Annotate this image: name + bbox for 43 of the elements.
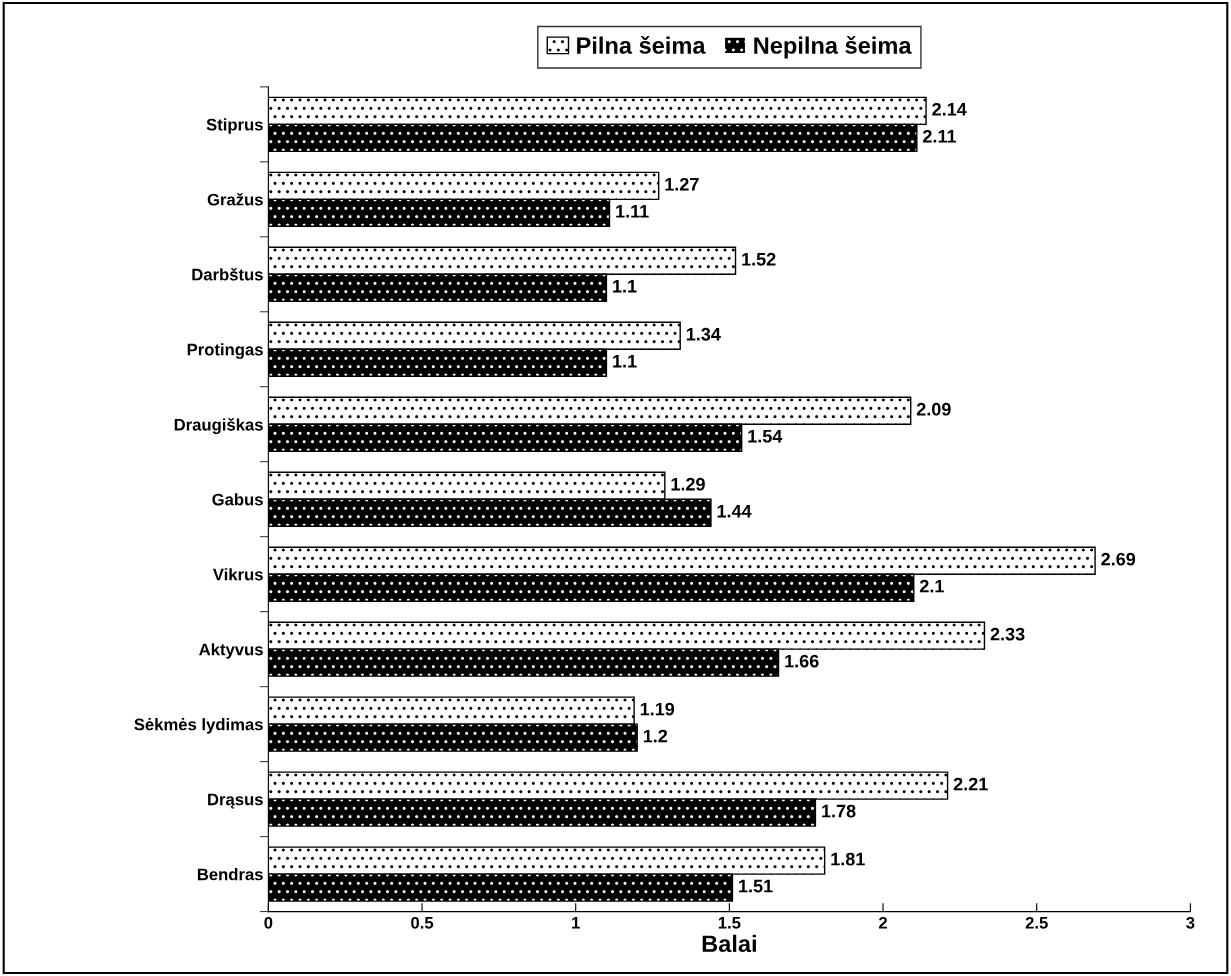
data-label: 1.27 <box>665 177 699 191</box>
y-tick-label: Darbštus <box>192 267 263 281</box>
data-label: 1.11 <box>616 205 649 218</box>
legend-label: Nepilna šeima <box>754 36 912 59</box>
x-axis-title: Balai <box>702 934 756 953</box>
y-tick-label: Draugiškas <box>174 418 263 434</box>
x-tick-label: 3 <box>1186 916 1195 929</box>
data-label: 2.14 <box>932 102 967 116</box>
x-tick-label: 1.5 <box>718 917 741 929</box>
data-label: 1.29 <box>671 477 705 491</box>
data-label: 1.2 <box>643 729 668 743</box>
data-label: 1.51 <box>739 879 773 893</box>
data-label: 2.33 <box>990 627 1025 641</box>
y-tick-label: Sėkmės lydimas <box>134 718 263 734</box>
data-label: 1.44 <box>717 504 752 518</box>
y-tick-label: Protingas <box>187 343 263 359</box>
data-label: 2.69 <box>1101 552 1136 566</box>
data-label: 2.21 <box>953 777 988 791</box>
data-label: 1.52 <box>742 252 776 266</box>
data-label: 2.11 <box>923 129 957 143</box>
y-tick-label: Gabus <box>212 493 263 506</box>
x-tick-label: 0 <box>264 916 273 929</box>
data-label: 1.66 <box>785 654 819 668</box>
y-tick-label: Aktyvus <box>199 643 263 659</box>
data-label: 1.1 <box>613 280 637 293</box>
data-label: 1.81 <box>831 852 865 866</box>
x-tick-label: 2.5 <box>1025 916 1048 929</box>
data-label: 1.1 <box>613 355 637 368</box>
y-tick-label: Vikrus <box>212 568 263 581</box>
x-tick-label: 2 <box>878 916 887 929</box>
y-tick-label: Bendras <box>197 868 263 881</box>
data-label: 1.78 <box>822 804 856 818</box>
data-label: 2.1 <box>919 579 944 593</box>
x-tick-label: 1 <box>572 917 580 929</box>
data-label: 1.34 <box>686 327 721 341</box>
x-tick-label: 0.5 <box>411 916 434 929</box>
legend-label: Pilna šeima <box>577 36 706 54</box>
y-tick-label: Gražus <box>207 192 263 206</box>
data-label: 1.54 <box>748 429 783 443</box>
data-label: 2.09 <box>916 402 951 416</box>
y-tick-label: Drąsus <box>208 793 263 809</box>
data-label: 1.19 <box>640 702 675 716</box>
y-tick-label: Stiprus <box>206 118 263 134</box>
